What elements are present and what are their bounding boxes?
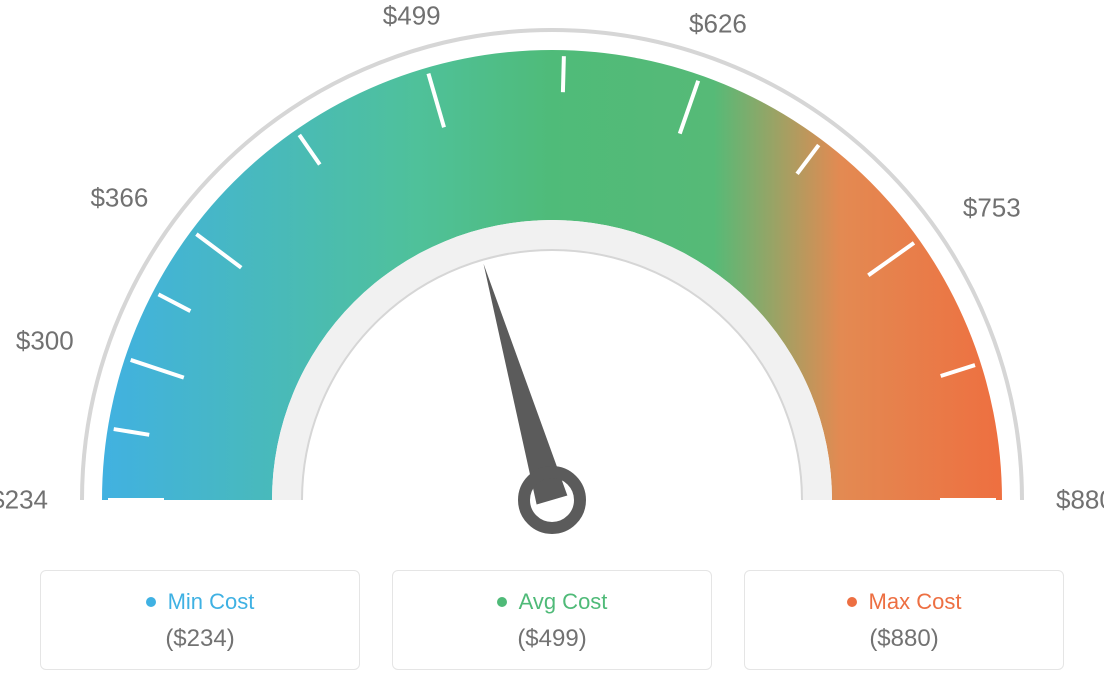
- gauge-tick-label: $626: [689, 9, 747, 40]
- legend-value-min: ($234): [41, 625, 359, 653]
- legend-card-max: Max Cost ($880): [744, 570, 1064, 670]
- legend-label-min: Min Cost: [168, 589, 255, 615]
- gauge-tick-label: $234: [0, 485, 48, 516]
- gauge-container: $234 $300 $366 $499 $626 $753 $880: [0, 0, 1104, 560]
- legend-value-max: ($880): [745, 625, 1063, 653]
- legend-label-avg: Avg Cost: [519, 589, 608, 615]
- legend-title-max: Max Cost: [847, 589, 962, 615]
- gauge-tick-label: $499: [383, 0, 441, 31]
- legend-title-avg: Avg Cost: [497, 589, 608, 615]
- legend-label-max: Max Cost: [869, 589, 962, 615]
- gauge-tick-label: $366: [90, 183, 148, 214]
- legend-dot-avg: [497, 597, 507, 607]
- gauge-tick-label: $753: [963, 193, 1021, 224]
- legend-dot-max: [847, 597, 857, 607]
- gauge-chart: [0, 0, 1104, 560]
- legend-card-avg: Avg Cost ($499): [392, 570, 712, 670]
- legend-value-avg: ($499): [393, 625, 711, 653]
- legend-title-min: Min Cost: [146, 589, 255, 615]
- gauge-tick-label: $300: [16, 325, 74, 356]
- legend-card-min: Min Cost ($234): [40, 570, 360, 670]
- gauge-tick-label: $880: [1056, 485, 1104, 516]
- legend-dot-min: [146, 597, 156, 607]
- legend-row: Min Cost ($234) Avg Cost ($499) Max Cost…: [0, 570, 1104, 670]
